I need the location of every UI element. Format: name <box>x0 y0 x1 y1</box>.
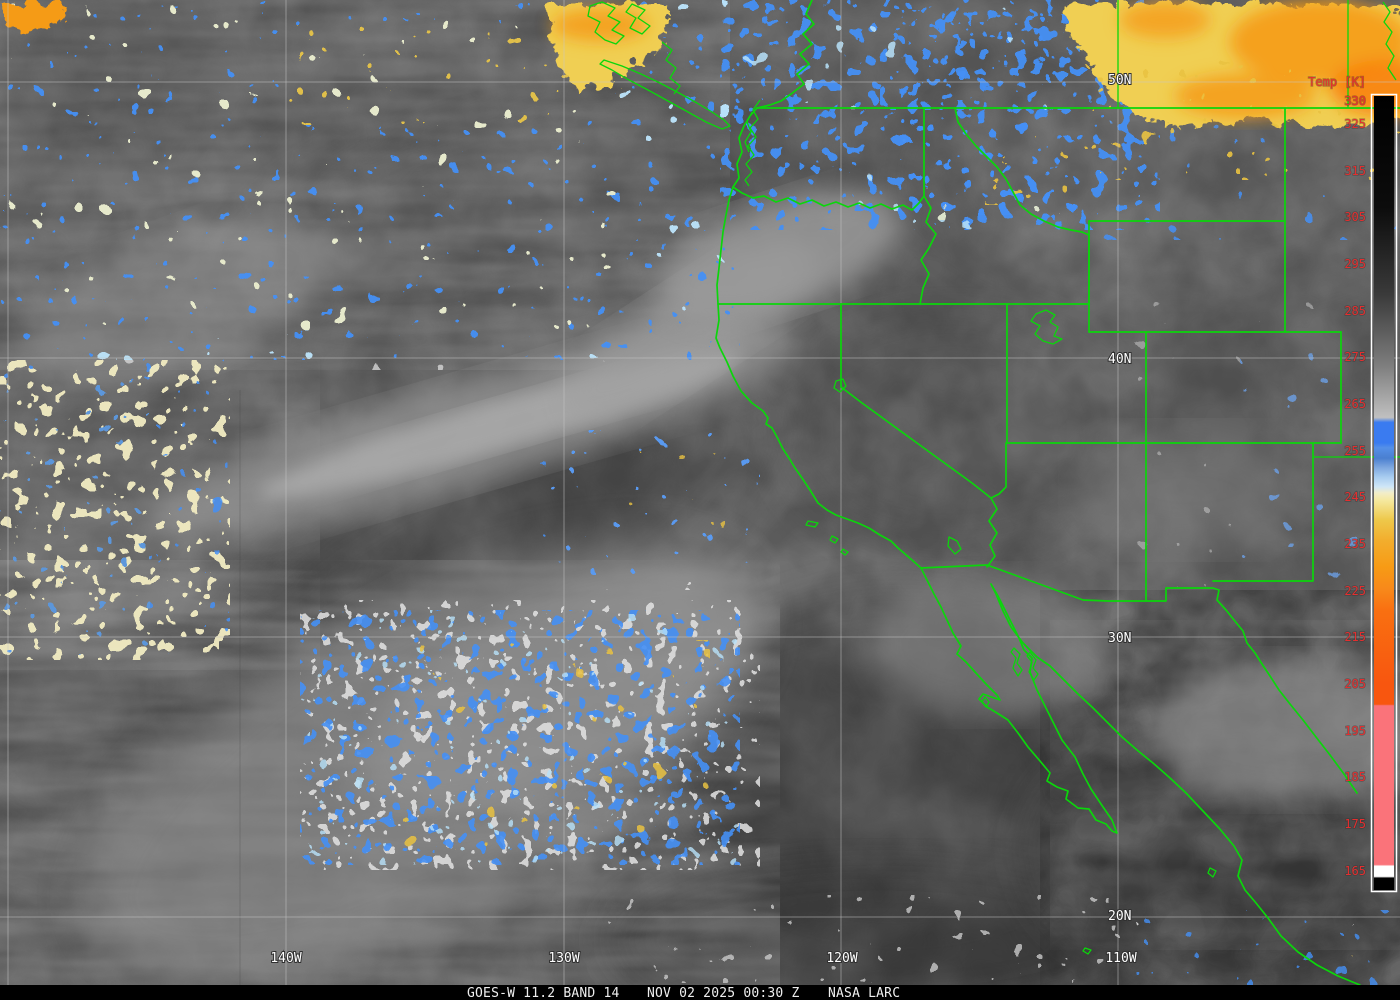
colorbar-tick: 225 <box>1344 584 1366 598</box>
colorbar-tick: 255 <box>1344 444 1366 458</box>
colorbar-gradient <box>1374 96 1394 890</box>
colorbar-ticks: 330 325 315 305 295 285 275 265 255 245 … <box>1344 93 1367 879</box>
ca-nv-border <box>840 303 992 499</box>
colorbar-title: Temp [K] <box>1308 75 1366 89</box>
manitoba-river <box>1382 1 1397 81</box>
islas-marias <box>1082 867 1217 955</box>
colorbar-tick: 165 <box>1344 864 1366 878</box>
lat-label-30n: 30N <box>1108 631 1131 646</box>
colorbar-tick: 195 <box>1344 724 1366 738</box>
pacific-coastline <box>715 0 1361 985</box>
lat-label-20n: 20N <box>1108 909 1131 924</box>
colorbar-frame <box>1370 93 1398 893</box>
colorbar-tick: 235 <box>1344 537 1366 551</box>
colorbar-tick: 185 <box>1344 770 1366 784</box>
caption-bar: GOES-W 11.2 BAND 14 NOV 02 2025 00:30 Z … <box>0 985 1400 1000</box>
caption-credit: NASA LARC <box>828 986 901 1000</box>
colorbar-tick: 245 <box>1344 490 1366 504</box>
great-salt-lake <box>1030 309 1063 345</box>
lon-label-110w: 110W <box>1105 951 1136 966</box>
bc-lakes <box>587 1 681 95</box>
lon-label-120w: 120W <box>826 951 857 966</box>
colorbar-tick: 305 <box>1344 210 1366 224</box>
lat-label-50n: 50N <box>1108 73 1131 88</box>
lake-tahoe <box>833 378 847 393</box>
lon-label-130w: 130W <box>548 951 579 966</box>
lat-label-40n: 40N <box>1108 352 1131 367</box>
nv-az-colorado-river <box>986 442 1007 568</box>
colorbar-tick: 295 <box>1344 257 1366 271</box>
map-boundaries <box>587 0 1400 985</box>
puget-sound <box>744 99 761 187</box>
colorbar-tick: 330 <box>1344 94 1366 108</box>
colorbar-tick: 265 <box>1344 397 1366 411</box>
channel-islands <box>805 520 849 556</box>
wa-or-border <box>732 186 925 211</box>
caption-datetime: NOV 02 2025 00:30 Z <box>647 986 800 1000</box>
lon-label-140w: 140W <box>270 951 301 966</box>
salton-sea <box>947 536 962 555</box>
grid-labels: 50N 40N 30N 20N 140W 130W 120W 110W <box>269 72 1137 967</box>
nm-tx-border <box>1212 442 1314 582</box>
us-mexico-border <box>920 564 1358 794</box>
or-id-border <box>919 195 937 305</box>
colorbar-tick: 175 <box>1344 817 1366 831</box>
colorbar-tick: 275 <box>1344 350 1366 364</box>
colorbar-tick: 285 <box>1344 304 1366 318</box>
colorbar-tick: 315 <box>1344 164 1366 178</box>
id-mt-border <box>954 107 1090 236</box>
caption-instrument: GOES-W 11.2 BAND 14 <box>467 986 620 1000</box>
temperature-colorbar: Temp [K] 330 325 315 305 295 285 275 265… <box>1307 74 1398 893</box>
vancouver-island <box>599 59 731 130</box>
colorbar-tick: 215 <box>1344 630 1366 644</box>
colorbar-tick: 205 <box>1344 677 1366 691</box>
gulf-islands <box>981 647 1039 708</box>
colorbar-tick: 325 <box>1344 117 1366 131</box>
